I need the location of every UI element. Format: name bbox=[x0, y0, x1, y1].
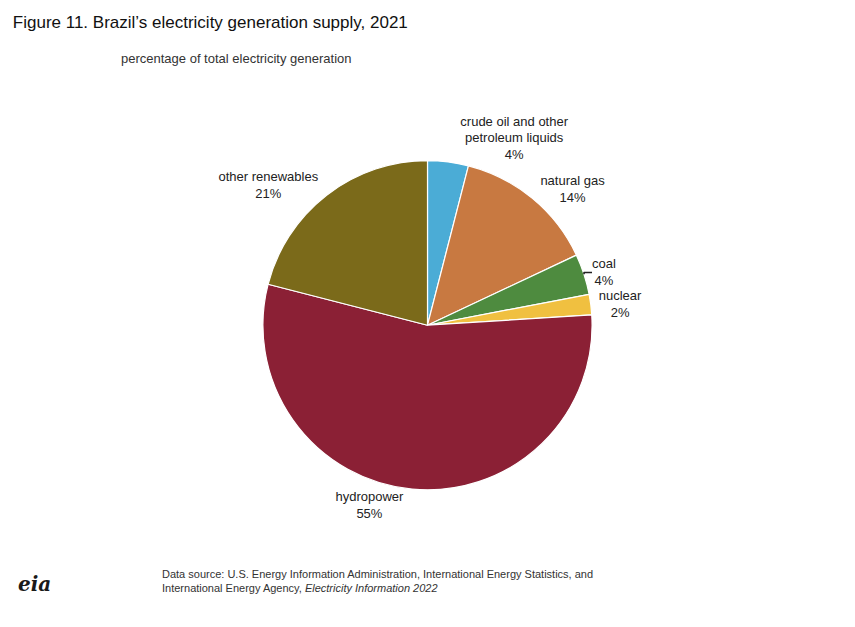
svg-text:eia: eia bbox=[18, 572, 51, 596]
svg-text:nuclear2%: nuclear2% bbox=[599, 288, 642, 320]
svg-text:hydropower55%: hydropower55% bbox=[335, 489, 404, 521]
svg-text:Figure 11. Brazil’s electricit: Figure 11. Brazil’s electricity generati… bbox=[13, 13, 408, 32]
svg-text:coal4%: coal4% bbox=[592, 256, 616, 288]
svg-text:percentage of total electricit: percentage of total electricity generati… bbox=[121, 51, 352, 66]
svg-text:crude oil and otherpetroleum l: crude oil and otherpetroleum liquids4% bbox=[460, 114, 568, 163]
svg-text:other renewables21%: other renewables21% bbox=[218, 169, 318, 201]
svg-text:natural gas14%: natural gas14% bbox=[540, 173, 605, 205]
svg-text:Data source: U.S. Energy Infor: Data source: U.S. Energy Information Adm… bbox=[162, 568, 593, 594]
